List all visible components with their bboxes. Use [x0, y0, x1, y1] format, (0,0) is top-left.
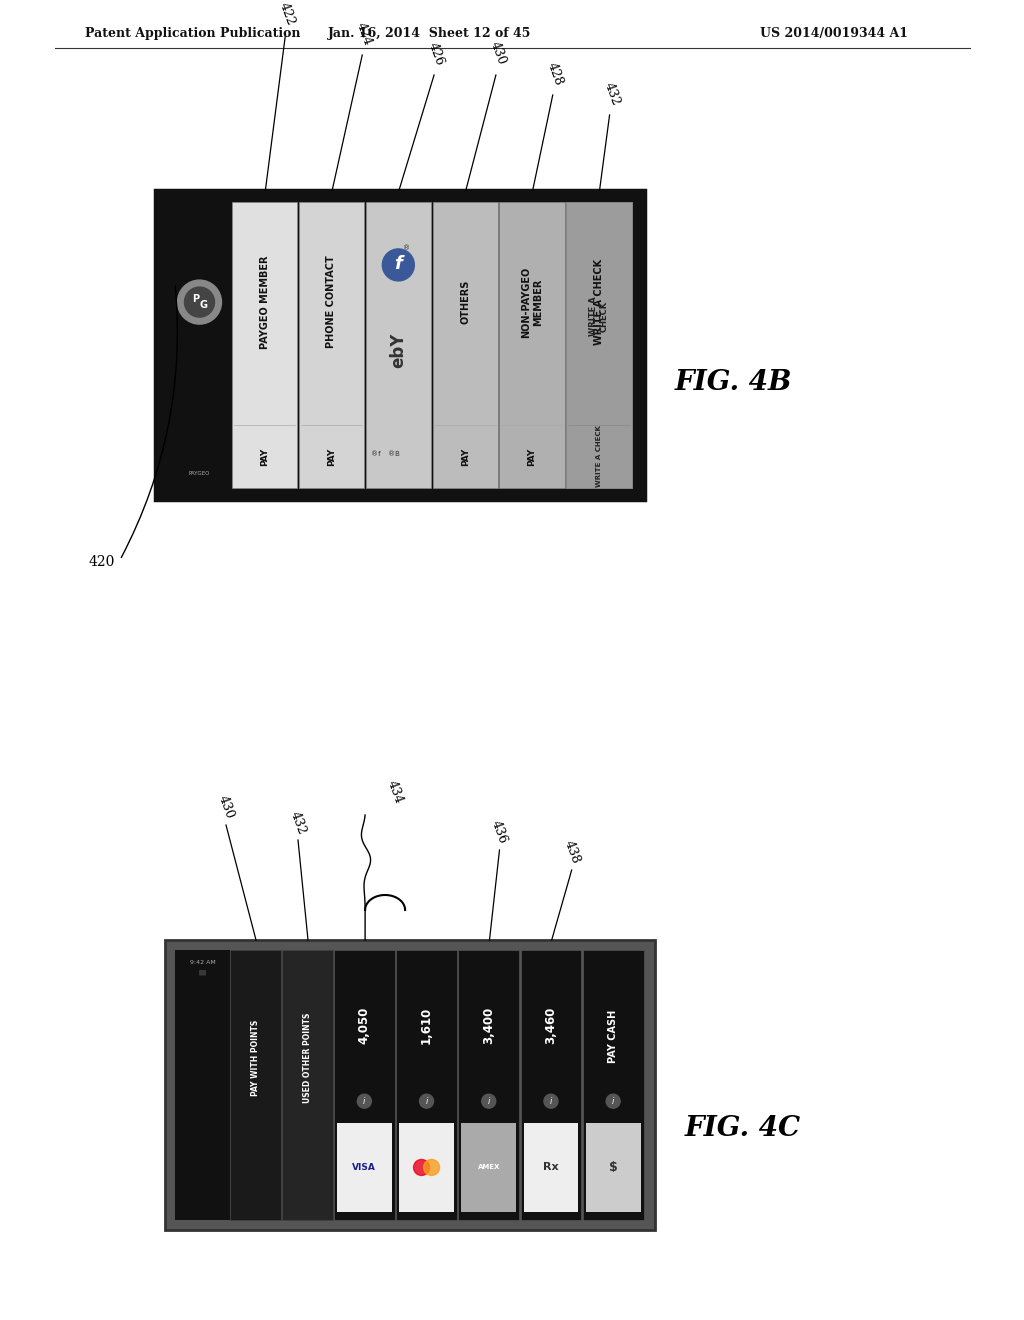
Text: PAY: PAY	[527, 447, 537, 466]
Circle shape	[382, 249, 415, 281]
Bar	[566, 202, 632, 488]
Text: PAY WITH POINTS: PAY WITH POINTS	[251, 1020, 260, 1096]
Text: PHONE CONTACT: PHONE CONTACT	[327, 256, 337, 348]
Text: 3,460: 3,460	[545, 1007, 557, 1044]
Bar	[299, 202, 365, 488]
Text: FIG. 4C: FIG. 4C	[685, 1115, 801, 1142]
Bar	[583, 950, 643, 1220]
Bar	[334, 950, 394, 1220]
Text: OTHERS: OTHERS	[460, 280, 470, 325]
Circle shape	[481, 1094, 496, 1109]
Bar	[586, 1123, 640, 1212]
Text: ebY: ebY	[389, 333, 408, 368]
Bar	[523, 1123, 579, 1212]
Text: WRITE A CHECK: WRITE A CHECK	[596, 425, 602, 487]
Text: US 2014/0019344 A1: US 2014/0019344 A1	[760, 26, 908, 40]
Text: 432: 432	[288, 809, 308, 836]
Circle shape	[606, 1094, 621, 1109]
Text: ®B: ®B	[388, 450, 399, 457]
Text: Patent Application Publication: Patent Application Publication	[85, 26, 300, 40]
Text: $: $	[609, 1162, 617, 1173]
Bar	[586, 1123, 640, 1212]
Bar	[566, 202, 632, 488]
Text: WRITE A
CHECK: WRITE A CHECK	[589, 297, 608, 337]
Text: 4,050: 4,050	[357, 1007, 371, 1044]
Bar	[167, 202, 232, 488]
Text: 430: 430	[216, 795, 237, 821]
Text: ®f: ®f	[371, 450, 381, 457]
Circle shape	[357, 1094, 372, 1109]
Bar	[399, 1123, 454, 1212]
Text: 3,400: 3,400	[482, 1007, 496, 1044]
Bar	[337, 1123, 392, 1212]
Text: PAY: PAY	[461, 447, 470, 466]
Bar	[232, 202, 297, 488]
Text: NON-PAYGEO
MEMBER: NON-PAYGEO MEMBER	[521, 267, 543, 338]
Bar	[165, 940, 655, 1230]
Text: i: i	[364, 1097, 366, 1106]
Bar	[155, 190, 645, 500]
Text: 430: 430	[487, 40, 508, 67]
Circle shape	[177, 280, 221, 325]
Bar	[462, 1123, 516, 1212]
Text: i: i	[612, 1097, 614, 1106]
Bar	[500, 202, 564, 488]
Circle shape	[184, 286, 214, 317]
Text: G: G	[200, 300, 208, 310]
Text: ®: ®	[402, 246, 410, 251]
Text: PAY: PAY	[327, 447, 336, 466]
Text: 436: 436	[489, 818, 510, 846]
Circle shape	[544, 1094, 558, 1109]
Text: P: P	[191, 294, 199, 304]
Circle shape	[424, 1159, 439, 1175]
Text: 434: 434	[385, 779, 406, 807]
Bar	[282, 950, 333, 1220]
Bar	[520, 950, 582, 1220]
Text: f: f	[394, 255, 402, 273]
Text: VISA: VISA	[352, 1163, 376, 1172]
Text: Rx: Rx	[543, 1163, 559, 1172]
Text: 422: 422	[278, 0, 298, 26]
Text: PAYGEO MEMBER: PAYGEO MEMBER	[260, 255, 269, 348]
Text: i: i	[487, 1097, 489, 1106]
Text: USED OTHER POINTS: USED OTHER POINTS	[303, 1012, 312, 1104]
Text: AMEX: AMEX	[477, 1164, 500, 1171]
Text: Jan. 16, 2014  Sheet 12 of 45: Jan. 16, 2014 Sheet 12 of 45	[329, 26, 531, 40]
Text: 424: 424	[354, 20, 375, 48]
Bar	[230, 950, 281, 1220]
Bar	[432, 202, 498, 488]
Bar	[396, 950, 457, 1220]
Bar	[462, 1123, 516, 1212]
Text: i: i	[425, 1097, 428, 1106]
Text: ||||: ||||	[199, 969, 207, 974]
Text: 9:42 AM: 9:42 AM	[189, 960, 215, 965]
Text: 1,610: 1,610	[420, 1007, 433, 1044]
Text: PAYGEO: PAYGEO	[188, 471, 210, 477]
Text: PAY CASH: PAY CASH	[608, 1010, 618, 1063]
Text: PAY: PAY	[260, 447, 269, 466]
Bar	[459, 950, 519, 1220]
Text: 428: 428	[545, 61, 565, 87]
Bar	[175, 950, 230, 1220]
Text: 426: 426	[426, 40, 446, 67]
Bar	[366, 202, 431, 488]
Circle shape	[420, 1094, 433, 1109]
Text: FIG. 4B: FIG. 4B	[675, 368, 793, 396]
Text: WRITE A CHECK: WRITE A CHECK	[594, 259, 604, 345]
Circle shape	[414, 1159, 429, 1175]
Text: i: i	[550, 1097, 552, 1106]
Text: 432: 432	[601, 81, 622, 107]
Text: 438: 438	[561, 840, 582, 866]
Text: 420: 420	[89, 554, 115, 569]
